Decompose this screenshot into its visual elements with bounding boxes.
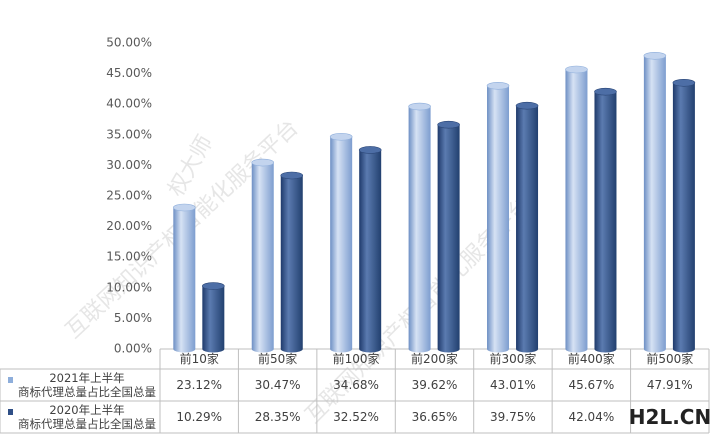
bar-cap bbox=[408, 102, 431, 111]
bar-cap bbox=[515, 101, 539, 110]
bar-cap bbox=[594, 87, 617, 96]
y-tick-label: 25.00% bbox=[106, 189, 152, 203]
data-label: 42.04% bbox=[568, 410, 615, 424]
bar-cap bbox=[358, 146, 382, 154]
bar bbox=[594, 91, 617, 353]
bar bbox=[173, 207, 196, 353]
y-tick-label: 50.00% bbox=[106, 36, 152, 50]
x-tick-label: 前50家 bbox=[257, 352, 298, 366]
bar-cap bbox=[672, 78, 696, 87]
bar bbox=[487, 85, 510, 353]
bar bbox=[565, 69, 588, 353]
y-tick-label: 20.00% bbox=[106, 219, 152, 233]
legend-swatch bbox=[8, 409, 13, 415]
bar-cap bbox=[486, 81, 510, 90]
legend-label: 2021年上半年 商标代理总量占比全国总量 bbox=[18, 371, 156, 399]
y-tick-label: 30.00% bbox=[106, 158, 152, 172]
y-tick-label: 45.00% bbox=[106, 66, 152, 80]
x-tick-label: 前300家 bbox=[489, 352, 537, 366]
bar-cap bbox=[251, 158, 275, 167]
y-tick-label: 0.00% bbox=[114, 342, 152, 356]
data-label: 30.47% bbox=[254, 378, 301, 392]
data-label: 39.62% bbox=[411, 378, 458, 392]
x-tick-label: 前400家 bbox=[567, 352, 615, 366]
bar-cap bbox=[643, 51, 667, 60]
data-label: 23.12% bbox=[176, 378, 223, 392]
bar-cap bbox=[280, 171, 304, 180]
bar bbox=[251, 162, 274, 353]
data-label: 39.75% bbox=[490, 410, 536, 424]
bar-cap bbox=[437, 120, 460, 129]
x-tick-label: 前500家 bbox=[646, 352, 694, 366]
data-label: 28.35% bbox=[254, 410, 301, 424]
bar bbox=[359, 149, 382, 353]
bar-cap bbox=[173, 203, 196, 212]
bar bbox=[408, 106, 431, 353]
y-tick-label: 40.00% bbox=[106, 97, 152, 111]
legend-label: 2020年上半年 商标代理总量占比全国总量 bbox=[18, 403, 156, 431]
data-label: 36.65% bbox=[411, 410, 458, 424]
bar-cap bbox=[202, 282, 225, 290]
data-label: 47.91% bbox=[646, 378, 693, 392]
bar bbox=[330, 136, 353, 353]
logo: H2L.CN bbox=[628, 405, 712, 429]
bar-cap bbox=[565, 65, 588, 74]
y-tick-label: 15.00% bbox=[106, 250, 152, 264]
x-tick-label: 前10家 bbox=[179, 352, 219, 366]
y-tick-label: 5.00% bbox=[114, 311, 152, 325]
y-tick-label: 35.00% bbox=[106, 127, 152, 141]
x-tick-label: 前200家 bbox=[411, 352, 458, 366]
bar bbox=[672, 82, 695, 353]
bar bbox=[280, 175, 303, 353]
bar bbox=[202, 286, 225, 353]
data-label: 45.67% bbox=[568, 378, 615, 392]
data-label: 43.01% bbox=[490, 378, 536, 392]
data-label: 34.68% bbox=[333, 378, 379, 392]
y-tick-label: 10.00% bbox=[106, 280, 152, 294]
data-label: 32.52% bbox=[333, 410, 379, 424]
data-label: 10.29% bbox=[176, 410, 223, 424]
bar bbox=[643, 55, 666, 353]
bar-cap bbox=[329, 132, 353, 141]
x-tick-label: 前100家 bbox=[332, 352, 380, 366]
bar bbox=[516, 105, 539, 353]
bar bbox=[437, 124, 460, 353]
legend-swatch bbox=[8, 377, 13, 383]
